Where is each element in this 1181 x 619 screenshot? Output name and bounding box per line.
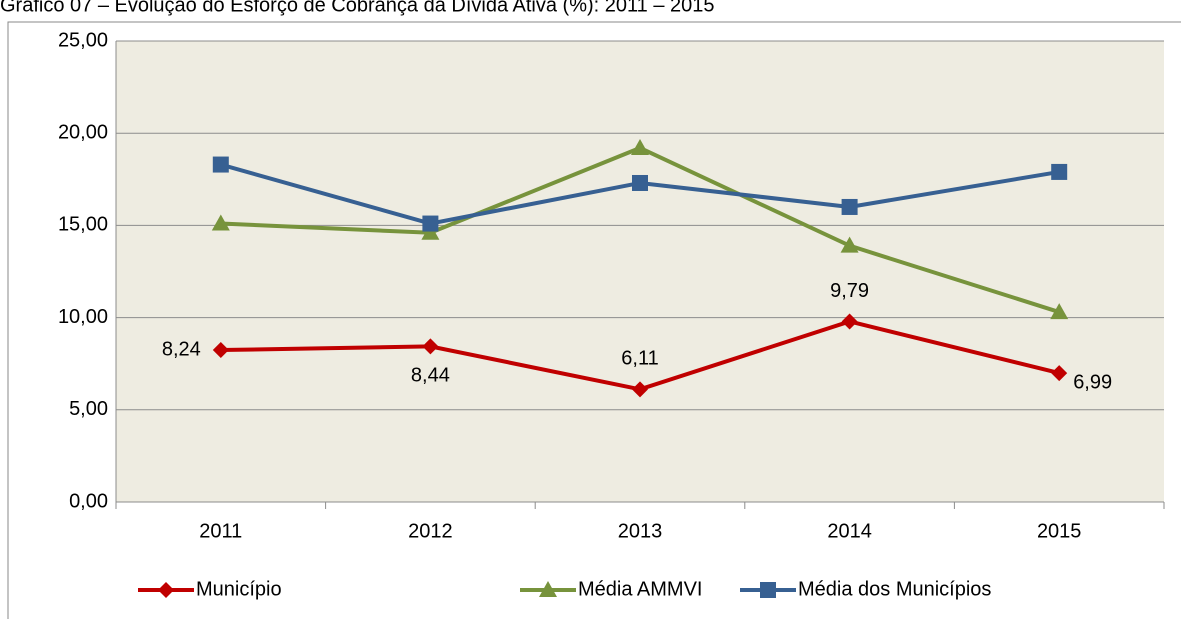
- data-point: [632, 174, 648, 191]
- data-point: [212, 156, 229, 173]
- data-point: [841, 313, 858, 330]
- legend-label: Média AMMVI: [578, 578, 702, 600]
- x-tick-label: 2015: [1037, 520, 1082, 542]
- legend-marker: [158, 582, 174, 598]
- y-tick-label: 10,00: [58, 306, 108, 328]
- y-tick-label: 0,00: [69, 490, 108, 512]
- data-point: [1050, 303, 1069, 320]
- plot-area: [116, 41, 1164, 502]
- data-point: [632, 381, 648, 398]
- data-point: [212, 342, 229, 359]
- x-tick-label: 2011: [199, 520, 242, 542]
- data-point: [421, 223, 440, 240]
- data-label: 6,11: [621, 348, 658, 370]
- x-tick-label: 2012: [408, 520, 453, 542]
- legend-marker: [539, 581, 557, 597]
- x-tick-label: 2013: [618, 520, 663, 542]
- y-tick-label: 15,00: [58, 214, 108, 236]
- legend-marker: [760, 582, 776, 598]
- legend-label: Município: [196, 578, 282, 600]
- chart-title: Gráfico 07 – Evolução do Esforço de Cobr…: [0, 0, 715, 16]
- data-point: [1051, 163, 1068, 180]
- y-tick-label: 5,00: [69, 398, 108, 420]
- x-tick-label: 2014: [827, 520, 872, 542]
- y-tick-label: 20,00: [58, 121, 108, 143]
- data-label: 9,79: [830, 280, 869, 302]
- data-point: [841, 198, 858, 215]
- data-point: [631, 138, 649, 155]
- data-label: 6,99: [1073, 371, 1112, 393]
- legend-label: Média dos Municípios: [798, 578, 991, 600]
- data-point: [211, 214, 230, 231]
- data-point: [422, 338, 439, 355]
- data-point: [840, 236, 859, 253]
- data-label: 8,24: [162, 338, 201, 360]
- data-point: [1051, 365, 1068, 382]
- data-point: [422, 215, 439, 232]
- y-tick-label: 25,00: [58, 29, 108, 51]
- data-label: 8,44: [411, 365, 450, 387]
